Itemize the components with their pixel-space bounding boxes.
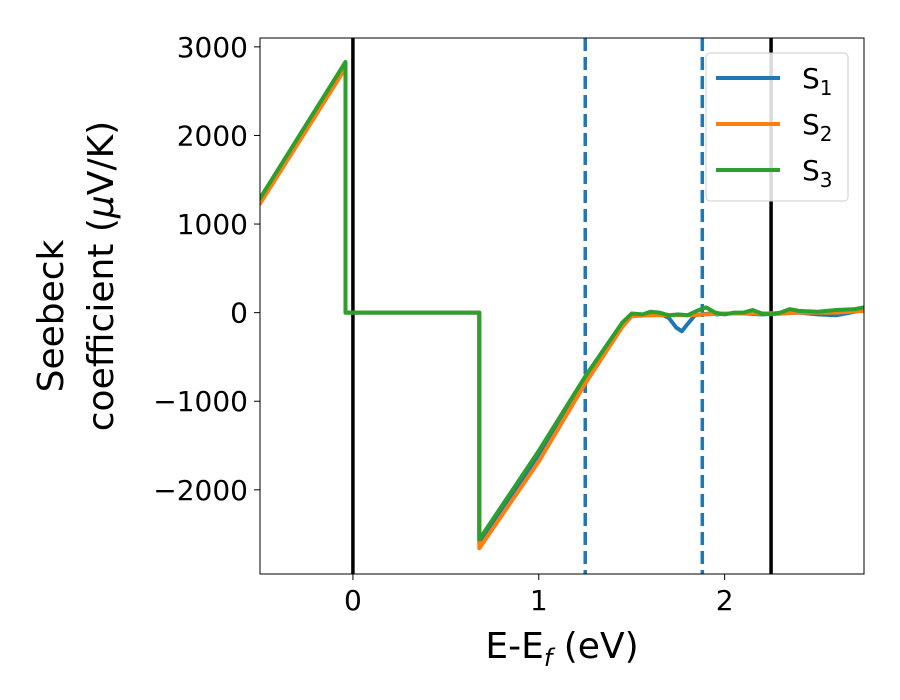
x-axis-label: E-Ef (eV) xyxy=(485,626,638,672)
y-axis-label-line1: Seebeck xyxy=(31,239,72,392)
x-axis-label-unit: (eV) xyxy=(552,626,638,667)
y-tick-label: −2000 xyxy=(153,474,248,507)
x-axis-ticks: 0 1 2 xyxy=(344,574,734,617)
series-line-s3 xyxy=(260,59,864,542)
x-tick-label: 2 xyxy=(716,584,734,617)
y-axis-label-line2: coefficient (μV/K) xyxy=(81,121,122,431)
legend-box xyxy=(705,52,849,202)
legend-label-s2: S2 xyxy=(802,108,833,146)
y-tick-label: 2000 xyxy=(177,119,248,152)
y-axis-ticks: −2000 −1000 0 1000 2000 3000 xyxy=(153,31,260,507)
y-tick-label: −1000 xyxy=(153,385,248,418)
x-tick-label: 1 xyxy=(530,584,548,617)
legend-label-s3: S3 xyxy=(802,154,833,192)
y-axis-label-mu: μ xyxy=(81,195,122,219)
y-tick-label: 1000 xyxy=(177,208,248,241)
y-tick-label: 3000 xyxy=(177,31,248,64)
x-axis-label-base: E-E xyxy=(485,626,543,667)
legend: S1 S2 S3 xyxy=(705,52,849,202)
series-lines xyxy=(260,59,864,551)
y-axis-label-text: coefficient ( xyxy=(81,218,122,431)
y-tick-label: 0 xyxy=(230,297,248,330)
y-axis-label-unit: V/K) xyxy=(81,121,122,195)
x-tick-label: 0 xyxy=(344,584,362,617)
legend-label-s1: S1 xyxy=(802,62,833,100)
plot-frame xyxy=(259,37,865,575)
